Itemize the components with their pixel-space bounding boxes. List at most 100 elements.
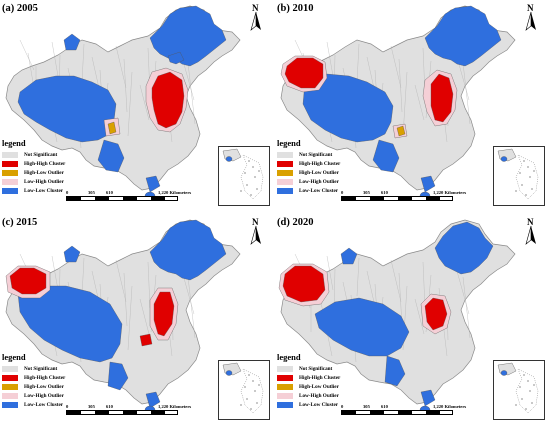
scale-tick-label: 0 xyxy=(341,190,344,195)
legend-label: Low-Low Cluster xyxy=(299,187,339,194)
region-low-low xyxy=(149,5,227,67)
legend: legend Not Significant High-High Cluster Hi… xyxy=(2,352,65,409)
china-map xyxy=(280,5,516,201)
province-border xyxy=(356,43,360,83)
legend-swatch xyxy=(2,401,18,408)
region-low-low xyxy=(63,245,81,263)
province-border xyxy=(356,257,360,297)
panel-title: (c) 2015 xyxy=(2,217,38,228)
legend-item: High-High Cluster xyxy=(277,374,340,383)
region-high-high xyxy=(282,265,326,303)
region-low-low xyxy=(167,51,185,65)
legend-label: Not Significant xyxy=(299,152,333,159)
legend-swatch xyxy=(2,178,18,185)
legend-item: Not Significant xyxy=(277,365,340,374)
scale-tick-label: 1,220 Kilometers xyxy=(158,404,192,409)
region-low-low xyxy=(17,285,123,363)
region-high-high xyxy=(153,291,175,337)
legend-swatch xyxy=(277,375,293,382)
panel-title: (b) 2010 xyxy=(277,3,314,14)
north-arrow-icon: N xyxy=(524,217,538,245)
region-high-high xyxy=(151,71,185,129)
province-border xyxy=(187,62,196,125)
legend-swatch xyxy=(2,169,18,176)
province-border xyxy=(127,285,133,351)
province-border xyxy=(51,41,59,77)
legend-title: legend xyxy=(2,352,26,362)
legend-item: High-High Cluster xyxy=(2,374,65,383)
region-low-low xyxy=(107,361,129,391)
legend-item: High-High Cluster xyxy=(2,160,65,169)
scale-tick-label: 610 xyxy=(381,190,388,195)
legend-label: Not Significant xyxy=(299,366,333,373)
china-map xyxy=(5,219,241,415)
south-china-sea-inset xyxy=(493,360,545,420)
province-border xyxy=(147,261,151,309)
region-high-high xyxy=(284,57,324,89)
legend-label: Low-High Outlier xyxy=(299,178,339,185)
legend-item: High-Low Outlier xyxy=(2,383,65,392)
north-arrow-icon: N xyxy=(249,3,263,31)
region-low-low xyxy=(420,389,436,407)
province-border xyxy=(115,45,127,89)
scale-bar: 0 305 610 1,220 Kilometers xyxy=(66,404,206,415)
legend-swatch xyxy=(277,392,293,399)
legend-item: Low-High Outlier xyxy=(277,177,340,186)
province-border xyxy=(326,41,334,77)
south-china-sea-inset xyxy=(493,146,545,206)
legend-label: High-Low Outlier xyxy=(299,169,339,176)
scale-tick-label: 610 xyxy=(106,404,113,409)
province-border xyxy=(390,45,402,89)
scale-tick-label: 1,220 Kilometers xyxy=(433,404,467,409)
legend-swatch xyxy=(277,366,293,373)
north-label: N xyxy=(527,217,534,227)
north-arrow-icon: N xyxy=(524,3,538,31)
legend: legend Not Significant High-High Cluster Hi… xyxy=(2,138,65,195)
legend: legend Not Significant High-High Cluster Hi… xyxy=(277,138,340,195)
province-border xyxy=(81,257,85,297)
region-high-high xyxy=(139,333,153,347)
province-border xyxy=(139,84,150,121)
region-low-low xyxy=(372,139,400,173)
region-high-low xyxy=(396,125,406,137)
scale-bar: 0 305 610 1,220 Kilometers xyxy=(341,190,481,201)
legend-label: Low-Low Cluster xyxy=(24,401,64,408)
province-border xyxy=(123,58,128,113)
legend-item: High-Low Outlier xyxy=(2,169,65,178)
south-china-sea-inset xyxy=(218,146,270,206)
legend-label: Low-Low Cluster xyxy=(24,187,64,194)
region-high-high xyxy=(430,73,454,123)
region-low-low xyxy=(434,221,494,275)
region-low-low xyxy=(145,391,161,409)
legend-swatch xyxy=(2,383,18,390)
region-low-low xyxy=(340,247,358,265)
legend-swatch xyxy=(2,375,18,382)
scale-tick-label: 1,220 Kilometers xyxy=(158,190,192,195)
scale-tick-label: 305 xyxy=(363,190,370,195)
legend-item: Low-Low Cluster xyxy=(277,186,340,195)
legend-item: Low-Low Cluster xyxy=(2,186,65,195)
legend-item: High-High Cluster xyxy=(277,160,340,169)
legend-swatch xyxy=(2,392,18,399)
legend-item: Not Significant xyxy=(277,151,340,160)
scale-bar-graphic xyxy=(66,410,178,415)
region-low-low xyxy=(314,297,410,357)
north-arrow-icon: N xyxy=(249,217,263,245)
scale-tick-label: 1,220 Kilometers xyxy=(433,190,467,195)
legend-label: High-Low Outlier xyxy=(24,383,64,390)
south-china-sea-inset xyxy=(218,360,270,420)
legend-title: legend xyxy=(277,138,301,148)
province-border xyxy=(19,39,35,71)
north-label: N xyxy=(252,217,259,227)
scale-tick-label: 305 xyxy=(88,404,95,409)
legend-label: High-High Cluster xyxy=(24,161,66,168)
legend-item: High-Low Outlier xyxy=(277,383,340,392)
legend-label: Not Significant xyxy=(24,152,58,159)
province-border xyxy=(398,58,403,113)
legend: legend Not Significant High-High Cluster Hi… xyxy=(277,352,340,409)
province-border xyxy=(414,298,425,335)
